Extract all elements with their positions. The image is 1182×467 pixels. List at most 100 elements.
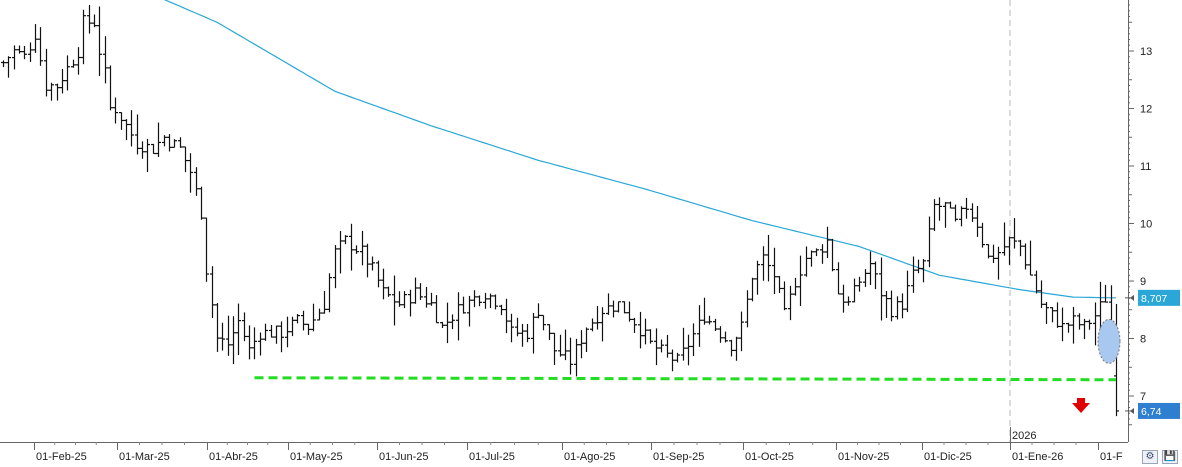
ohlc-bar: [365, 243, 370, 278]
x-tick-label: 01-Nov-25: [838, 451, 889, 463]
ohlc-bar: [638, 311, 643, 349]
ohlc-bar: [702, 297, 707, 325]
ohlc-bar: [92, 14, 97, 28]
ohlc-bar: [970, 203, 975, 222]
ohlc-bar: [991, 244, 996, 264]
ohlc-bar: [611, 300, 616, 318]
ohlc-bar: [445, 302, 450, 344]
ohlc-bar: [33, 24, 38, 53]
y-tick-label: 8: [1140, 334, 1146, 346]
ohlc-bar: [1060, 307, 1065, 342]
ohlc-bar: [1082, 318, 1087, 340]
down-arrow-icon: [1072, 398, 1090, 413]
ohlc-bar: [269, 324, 274, 338]
ohlc-bar: [12, 45, 17, 70]
ohlc-bar: [1055, 302, 1060, 328]
ohlc-bar: [729, 339, 734, 357]
ohlc-bar: [691, 323, 696, 357]
chart-toolbar: ⚙ 💾: [1142, 450, 1178, 464]
ohlc-bar: [616, 301, 621, 313]
ohlc-bar: [97, 6, 102, 76]
ohlc-bar: [295, 314, 300, 324]
ohlc-bar: [397, 291, 402, 307]
ohlc-bar: [135, 114, 140, 155]
ohlc-bar: [199, 186, 204, 220]
ohlc-bar: [921, 259, 926, 283]
ohlc-bar: [167, 134, 172, 152]
ohlc-bar: [472, 290, 477, 308]
ohlc-bar: [183, 146, 188, 173]
ohlc-bar: [964, 197, 969, 219]
settings-button[interactable]: ⚙: [1142, 450, 1158, 464]
ohlc-bar: [477, 295, 482, 307]
ohlc-bar: [113, 97, 118, 124]
ohlc-bar: [584, 327, 589, 353]
ohlc-bar: [745, 290, 750, 328]
ohlc-bar: [311, 303, 316, 332]
ohlc-bar: [509, 313, 514, 343]
save-button[interactable]: 💾: [1162, 450, 1178, 464]
x-tick-label: 01-Feb-25: [36, 451, 87, 463]
ohlc-bar: [210, 266, 215, 318]
ohlc-bar: [360, 230, 365, 266]
ohlc-bar: [996, 246, 1001, 280]
ohlc-bar: [713, 318, 718, 331]
ohlc-bar: [980, 222, 985, 248]
ohlc-bar: [1087, 319, 1092, 330]
ohlc-bar: [274, 325, 279, 344]
ohlc-bar: [718, 326, 723, 343]
ohlc-bar: [162, 135, 167, 147]
ohlc-bar: [900, 293, 905, 319]
x-tick-label: 01-Jun-25: [379, 451, 429, 463]
ohlc-bar: [429, 292, 434, 306]
x-tick-label: 01-Ago-25: [564, 451, 615, 463]
ohlc-bar: [402, 291, 407, 309]
ohlc-bar: [290, 316, 295, 337]
ohlc-bar: [392, 275, 397, 326]
ohlc-bar: [499, 304, 504, 316]
ohlc-bar: [65, 55, 70, 91]
ohlc-bar: [558, 334, 563, 357]
ohlc-bar: [643, 318, 648, 345]
ohlc-bar: [140, 141, 145, 159]
ohlc-bar: [44, 48, 49, 97]
ohlc-bar: [317, 308, 322, 321]
ohlc-bar: [188, 153, 193, 193]
ohlc-bar: [349, 223, 354, 271]
ohlc-bar: [236, 303, 241, 356]
ohlc-bar: [622, 301, 627, 314]
ohlc-bar: [632, 317, 637, 333]
ohlc-bar: [1012, 218, 1017, 249]
ohlc-bar: [654, 328, 659, 366]
ohlc-bar: [204, 217, 209, 282]
ohlc-bar: [151, 143, 156, 155]
ohlc-bar: [788, 285, 793, 321]
x-tick-label: 01-Abr-25: [209, 451, 258, 463]
ohlc-bar: [343, 235, 348, 245]
ohlc-bar: [28, 42, 33, 62]
ohlc-bar: [525, 324, 530, 343]
ohlc-bar: [76, 47, 81, 75]
ohlc-bar: [1044, 302, 1049, 324]
ohlc-bar: [1007, 236, 1012, 265]
ohlc-bar: [852, 278, 857, 303]
ohlc-bar: [301, 310, 306, 331]
moving-average-layer: [163, 0, 1116, 299]
ohlc-bar: [911, 256, 916, 293]
annotations: [1072, 318, 1121, 413]
ohlc-bar: [868, 251, 873, 286]
ohlc-bar: [782, 281, 787, 311]
moving-average-value-tag: [1138, 289, 1180, 306]
ohlc-bar: [306, 323, 311, 335]
ohlc-bar: [590, 318, 595, 332]
ohlc-bar: [648, 329, 653, 344]
ohlc-bar: [670, 349, 675, 372]
ohlc-bar: [252, 327, 257, 360]
ohlc-bar: [178, 137, 183, 148]
ohlc-bar: [686, 334, 691, 366]
ohlc-bar: [905, 270, 910, 313]
ohlc-bar: [376, 260, 381, 288]
ohlc-bar: [804, 246, 809, 277]
ohlc-bar: [172, 139, 177, 148]
